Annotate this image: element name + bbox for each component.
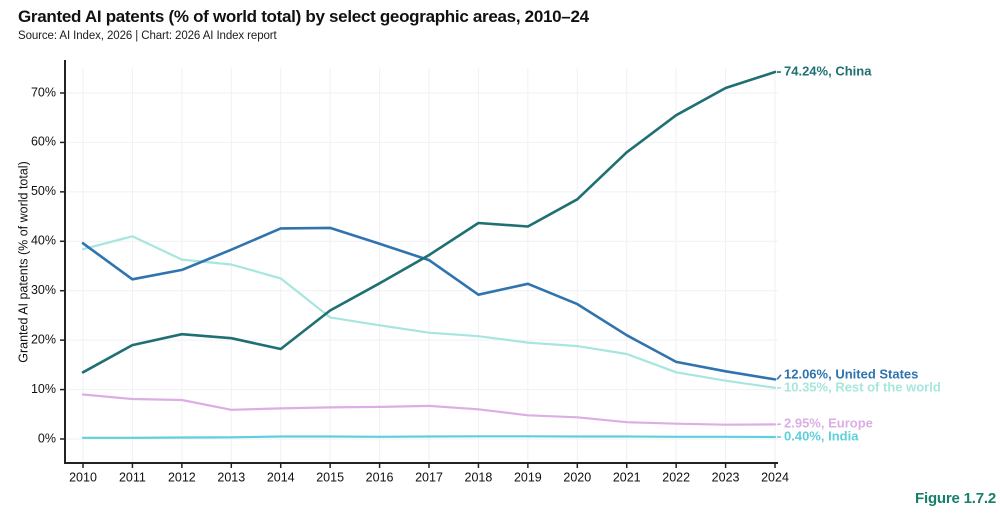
page-title: Granted AI patents (% of world total) by… <box>18 7 589 26</box>
x-tick-label: 2018 <box>465 470 493 484</box>
x-tick-label: 2012 <box>168 470 196 484</box>
y-tick-label: 40% <box>31 234 56 248</box>
series-end-label-united-states: 12.06%, United States <box>784 366 918 381</box>
x-tick-label: 2023 <box>712 470 740 484</box>
y-tick-label: 50% <box>31 184 56 198</box>
series-end-label-rest-of-the-world: 10.35%, Rest of the world <box>784 379 941 394</box>
x-tick-label: 2017 <box>415 470 443 484</box>
y-tick-label: 70% <box>31 85 56 99</box>
y-tick-label: 0% <box>38 431 56 445</box>
series-end-label-india: 0.40%, India <box>784 428 859 443</box>
series-end-label-china: 74.24%, China <box>784 63 872 78</box>
y-axis-title: Granted AI patents (% of world total) <box>16 161 30 363</box>
series-end-label-europe: 2.95%, Europe <box>784 415 873 430</box>
y-tick-label: 30% <box>31 283 56 297</box>
y-tick-label: 20% <box>31 332 56 346</box>
figure-label: Figure 1.7.2 <box>915 490 996 507</box>
x-tick-label: 2020 <box>563 470 591 484</box>
label-connector-united-states <box>776 374 782 380</box>
y-tick-label: 60% <box>31 135 56 149</box>
y-tick-label: 10% <box>31 382 56 396</box>
x-tick-label: 2024 <box>761 470 789 484</box>
x-tick-label: 2013 <box>217 470 245 484</box>
series-line-india <box>81 435 777 439</box>
x-tick-label: 2015 <box>316 470 344 484</box>
series-line-rest-of-the-world <box>81 235 777 389</box>
x-tick-label: 2021 <box>613 470 641 484</box>
x-tick-label: 2016 <box>366 470 394 484</box>
x-tick-label: 2022 <box>662 470 690 484</box>
chart-header: Granted AI patents (% of world total) by… <box>18 7 589 42</box>
x-tick-label: 2011 <box>119 470 146 484</box>
series-line-europe <box>81 393 777 426</box>
x-tick-label: 2014 <box>267 470 295 484</box>
x-tick-label: 2019 <box>514 470 542 484</box>
source-note: Source: AI Index, 2026 | Chart: 2026 AI … <box>18 30 277 43</box>
x-tick-label: 2010 <box>69 470 97 484</box>
series-line-china <box>81 70 777 374</box>
series-line-united-states <box>81 226 777 381</box>
